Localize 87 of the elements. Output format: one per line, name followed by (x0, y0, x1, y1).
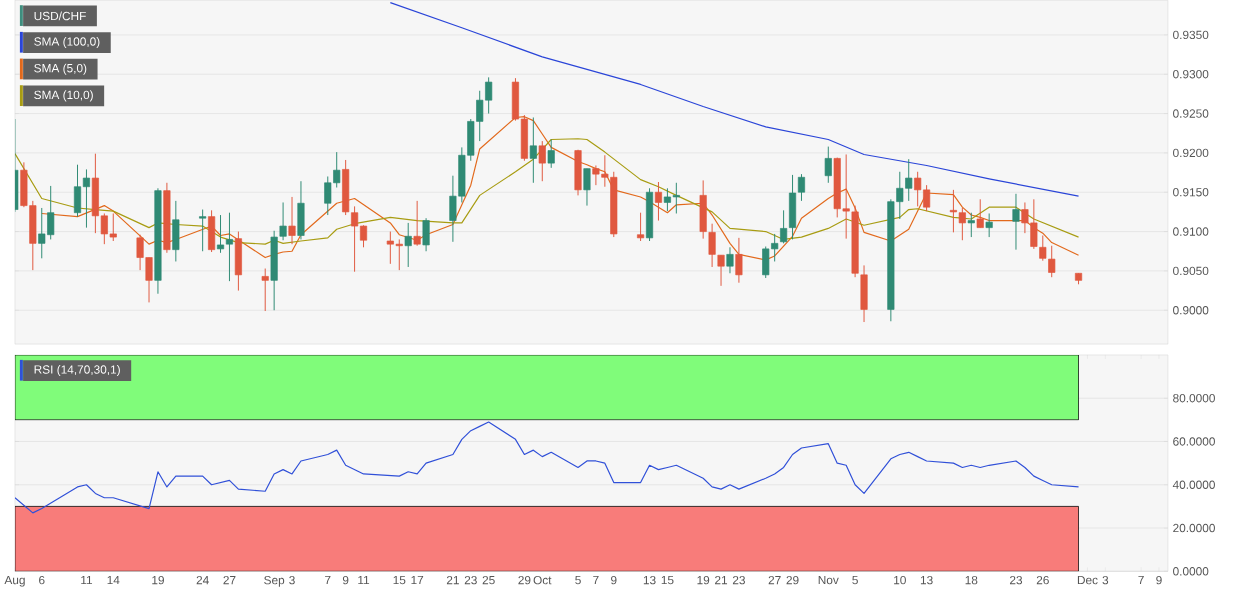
y-tick-label: 80.0000 (1173, 394, 1215, 403)
x-tick-label: 15 (661, 575, 674, 585)
y-tick-label: 60.0000 (1173, 437, 1215, 446)
x-tick-label: 27 (223, 575, 236, 585)
y-tick-label: 0.9150 (1173, 188, 1209, 197)
x-tick-label: 11 (81, 575, 93, 585)
candlestick (726, 246, 734, 274)
candlestick (797, 173, 806, 202)
x-tick-label: Sep (264, 575, 285, 587)
candlestick (404, 222, 412, 268)
candlestick (288, 196, 296, 245)
x-tick-label: 29 (518, 575, 531, 585)
x-tick-label: 6 (39, 575, 45, 585)
candlestick (529, 116, 537, 184)
candlestick (583, 168, 591, 207)
x-tick-label: 23 (1009, 575, 1023, 585)
candlestick (780, 209, 788, 244)
y-tick-label: 20.0000 (1173, 523, 1215, 533)
x-tick-label: 7 (325, 575, 331, 585)
candlestick (708, 223, 716, 268)
candlestick (824, 146, 832, 184)
x-tick-label: Dec (1077, 575, 1098, 585)
y-tick-label: 0.9000 (1173, 306, 1209, 315)
legend-label: SMA (10,0) (34, 90, 93, 102)
legend-label: RSI (14,70,30,1) (34, 365, 120, 377)
x-tick-label: 21 (715, 575, 728, 585)
x-tick-label: 18 (965, 575, 978, 585)
candlestick (216, 214, 225, 254)
candlestick (547, 139, 555, 169)
x-tick-label: 13 (920, 575, 933, 585)
x-tick-label: Aug (4, 575, 25, 587)
x-tick-label: 19 (697, 575, 710, 585)
y-tick-label: 0.9100 (1173, 227, 1209, 236)
x-tick-label: Nov (818, 575, 839, 585)
x-tick-label: 26 (1036, 575, 1049, 585)
y-tick-label: 0.9250 (1173, 109, 1209, 118)
x-tick-label: 3 (1102, 575, 1109, 585)
legend-label: SMA (100,0) (34, 36, 100, 49)
candlestick (199, 209, 207, 252)
candlestick (967, 212, 975, 238)
x-tick-label: 5 (575, 575, 581, 585)
x-tick-label: 17 (411, 575, 424, 585)
line-series (14, 421, 1080, 514)
legend-label: USD/CHF (34, 11, 86, 21)
line-series (389, 2, 1080, 197)
candlestick (654, 181, 663, 222)
candlestick (538, 140, 546, 182)
x-tick-label: 27 (768, 575, 781, 585)
x-tick-label: 25 (482, 575, 495, 585)
x-tick-label: 13 (643, 575, 656, 585)
x-tick-label: 3 (289, 575, 295, 585)
x-tick-label: 21 (446, 575, 459, 585)
x-tick-label: 9 (1156, 575, 1162, 585)
y-tick-label: 0.9350 (1173, 30, 1209, 40)
y-tick-label: 0.9300 (1173, 70, 1209, 79)
x-tick-label: 23 (464, 575, 477, 585)
candlestick (976, 198, 984, 229)
x-tick-label: 19 (152, 575, 164, 585)
x-tick-label: Oct (533, 575, 552, 585)
candlestick (985, 212, 993, 238)
x-tick-label: 14 (107, 575, 120, 585)
legend-label: SMA (5,0) (34, 63, 87, 75)
x-tick-label: 24 (196, 575, 209, 585)
x-tick-label: 23 (732, 575, 745, 585)
candlestick (82, 168, 90, 229)
y-tick-label: 0.0000 (1173, 567, 1209, 576)
x-tick-label: 7 (593, 575, 599, 585)
x-tick-label: 15 (393, 575, 406, 585)
candlestick (225, 212, 233, 282)
y-tick-label: 40.0000 (1172, 480, 1215, 489)
candlestick (261, 268, 269, 312)
x-tick-label: 9 (342, 575, 349, 585)
x-tick-label: 7 (1138, 575, 1144, 585)
y-tick-label: 0.9050 (1173, 266, 1209, 276)
y-tick-label: 0.9200 (1173, 148, 1209, 158)
x-tick-label: 5 (852, 575, 858, 585)
candlestick (359, 224, 368, 248)
x-tick-label: 10 (894, 575, 906, 585)
line-series (14, 138, 1080, 245)
x-tick-label: 11 (358, 575, 370, 585)
candlestick (637, 212, 645, 242)
x-tick-label: 9 (611, 575, 617, 585)
candlestick (735, 237, 743, 284)
candlestick (717, 254, 725, 287)
candlestick (1012, 193, 1020, 251)
candlestick (413, 200, 421, 247)
x-tick-label: 29 (786, 575, 799, 585)
